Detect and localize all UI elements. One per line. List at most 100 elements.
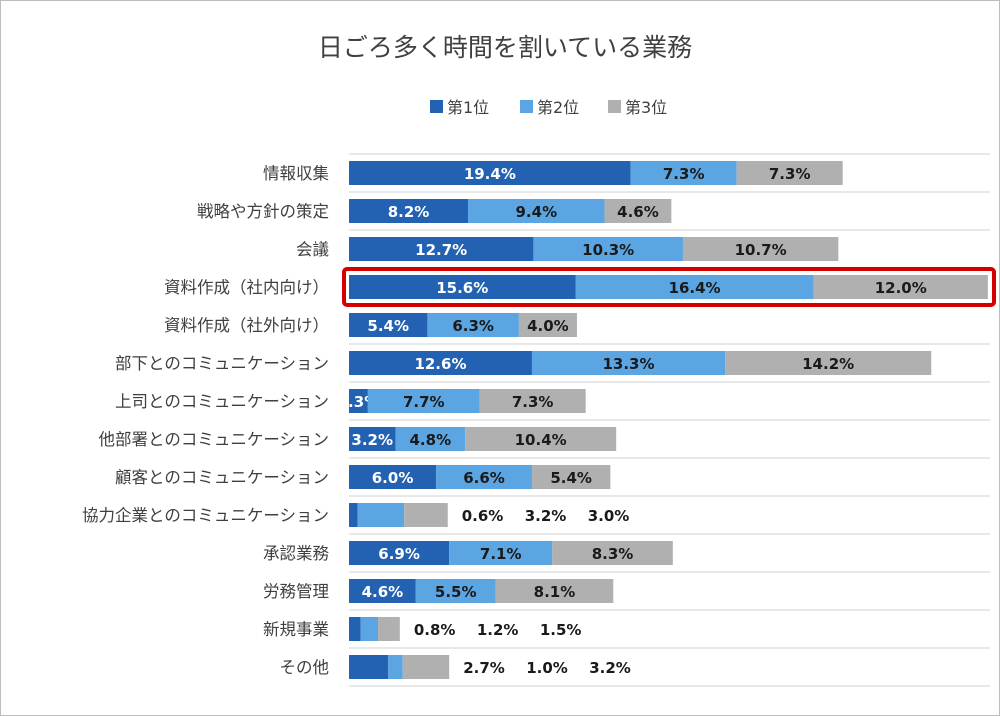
bar-segment-1 [349,503,358,527]
data-label: 0.6% [462,507,504,525]
bar-segment-1 [349,655,389,679]
data-label: 10.7% [735,241,787,259]
category-label: 労務管理 [263,582,329,601]
data-label: 5.4% [550,469,592,487]
category-label: 新規事業 [263,620,329,639]
bar-segment-1 [349,313,428,337]
bar-segment-3 [378,617,400,641]
bar-segment-2 [415,579,496,603]
bar-segment-2 [531,351,726,375]
bar-segment-3 [604,199,672,223]
data-label: 8.2% [388,203,430,221]
bar-segment-1 [349,161,631,185]
legend-swatch-3 [608,100,621,113]
data-label: 19.4% [464,165,516,183]
bar-segment-3 [518,313,577,337]
bar-segment-1 [349,427,396,451]
data-label: 12.6% [414,355,466,373]
data-label: 6.9% [378,545,420,563]
bar-segment-3 [552,541,673,565]
category-label: 上司とのコミュニケーション [115,392,329,411]
highlight-rectangle [342,267,996,307]
data-label: 7.3% [769,165,811,183]
bar-segment-1 [349,389,368,413]
bar-segment-1 [349,541,450,565]
bar-segment-1 [349,275,576,299]
bar-segment-2 [630,161,737,185]
bar-segment-2 [449,541,553,565]
bar-segment-3 [404,503,448,527]
data-label: 2.7% [463,659,505,677]
legend-swatch-2 [520,100,533,113]
category-label: 他部署とのコミュニケーション [98,430,329,449]
data-label: 14.2% [802,355,854,373]
data-label: 6.6% [463,469,505,487]
bar-segment-2 [427,313,519,337]
data-label: 7.3% [512,393,554,411]
bar-segment-1 [349,351,532,375]
data-label: 7.1% [480,545,522,563]
category-label: 承認業務 [263,544,330,563]
data-label: 1.2% [477,621,519,639]
data-label: 6.0% [372,469,414,487]
bar-segment-3 [813,275,988,299]
data-label: 15.6% [436,279,488,297]
data-label: 6.3% [452,317,494,335]
bar-segment-2 [575,275,814,299]
category-label: 資料作成（社内向け） [164,278,329,297]
data-label: 1.5% [540,621,582,639]
data-label: 1.0% [526,659,568,677]
bar-segment-3 [531,465,611,489]
data-label: 16.4% [669,279,721,297]
bar-segment-2 [360,617,379,641]
category-label: 部下とのコミュニケーション [115,354,329,373]
data-label: 8.1% [534,583,576,601]
category-label: 情報収集 [263,164,329,183]
category-label: 顧客とのコミュニケーション [115,468,329,487]
data-label: 13.3% [602,355,654,373]
data-label: 8.3% [592,545,634,563]
chart-title: 日ごろ多く時間を割いている業務 [318,33,692,62]
legend-swatch-1 [430,100,443,113]
bar-segment-2 [367,389,480,413]
data-label: 4.6% [617,203,659,221]
bar-segment-2 [357,503,405,527]
data-label: 3.2% [589,659,631,677]
bar-segment-2 [436,465,532,489]
bar-segment-1 [349,199,469,223]
bar-segment-3 [725,351,932,375]
category-label: その他 [280,658,330,677]
category-label: 資料作成（社外向け） [164,316,329,335]
bar-segment-2 [395,427,466,451]
data-label: 10.4% [515,431,567,449]
bar-segment-1 [349,237,534,261]
bar-segment-2 [388,655,403,679]
bar-segment-1 [349,617,361,641]
category-label: 戦略や方針の策定 [197,202,329,221]
bar-segment-3 [465,427,617,451]
bar-segment-3 [682,237,839,261]
bar-segment-3 [402,655,450,679]
data-label: 4.8% [410,431,452,449]
data-label: 4.6% [362,583,404,601]
bar-segment-1 [349,579,416,603]
gridlines [349,153,990,687]
data-label: 3.2% [525,507,567,525]
bars: 19.4% 7.3% 7.3% 8.2% 9.4% 4.6% 12.7% 10.3% 10.7%… [338,161,988,679]
legend: 第1位 第2位 第3位 [430,98,667,117]
data-label: 3.2% [351,431,393,449]
data-label: 0.8% [414,621,456,639]
category-label: 会議 [296,240,329,259]
data-label: 7.7% [403,393,445,411]
data-label: 9.4% [516,203,558,221]
legend-label-1: 第1位 [447,98,489,117]
data-label: 12.0% [875,279,927,297]
bar-segment-3 [736,161,843,185]
data-label: 12.7% [415,241,467,259]
legend-label-2: 第2位 [537,98,579,117]
category-label: 協力企業とのコミュニケーション [82,506,329,525]
data-label: 10.3% [582,241,634,259]
bar-segment-3 [495,579,614,603]
